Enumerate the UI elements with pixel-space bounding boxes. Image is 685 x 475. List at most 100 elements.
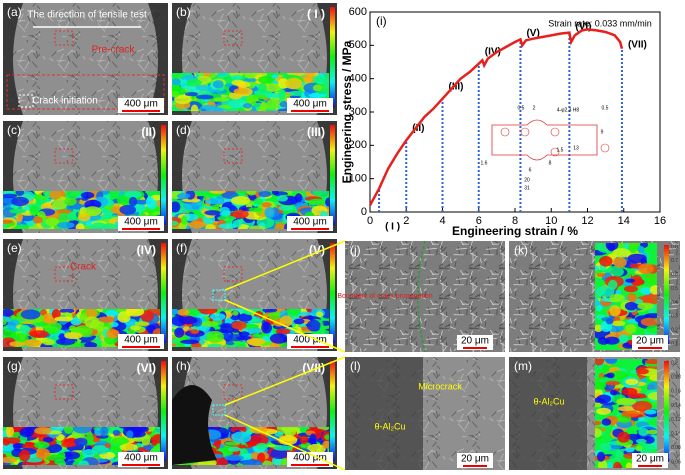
strain-blob	[84, 199, 102, 209]
strain-blob	[266, 435, 280, 441]
strain-blob	[625, 323, 637, 334]
pre-crack-box	[54, 266, 74, 282]
specimen-hole	[550, 127, 560, 137]
annotation: θ-Al₂Cu	[374, 421, 405, 431]
strain-blob	[231, 320, 247, 330]
strain-blob	[3, 437, 21, 444]
strain-blob	[276, 195, 288, 202]
y-tick-label: 600	[349, 6, 367, 18]
pre-crack-box	[54, 384, 74, 400]
colorbar-tick-label: 0.08	[671, 445, 681, 451]
strain-blob	[72, 427, 93, 434]
colorbar	[161, 125, 166, 225]
stage-label: (II)	[141, 125, 156, 139]
panel-label: (m)	[514, 359, 532, 373]
scale-bar-box	[118, 452, 164, 467]
strain-blob	[617, 406, 636, 412]
strain-blob	[89, 320, 105, 328]
strain-blob	[15, 191, 25, 196]
strain-blob	[112, 429, 121, 436]
strain-blob	[84, 342, 98, 347]
colorbar-tick-label: 0.5	[671, 286, 678, 292]
pre-crack-box	[54, 148, 74, 164]
strain-blob	[647, 392, 657, 401]
strain-blob	[19, 427, 34, 438]
specimen-label: 6	[529, 167, 532, 173]
strain-blob	[119, 204, 137, 215]
strain-blob	[599, 442, 612, 452]
strain-blob	[309, 433, 317, 445]
strain-blob	[184, 92, 200, 97]
specimen-label: 20	[524, 177, 530, 183]
x-tick-label: 0	[367, 215, 373, 227]
scale-bar-box	[118, 98, 164, 113]
strain-blob	[133, 436, 144, 442]
strain-blob	[75, 223, 85, 229]
strain-blob	[104, 442, 111, 448]
specimen-label: 13	[573, 145, 579, 151]
scale-bar-label: 400 μm	[124, 99, 158, 110]
strain-blob	[205, 198, 222, 205]
strain-blob	[34, 441, 50, 449]
strain-blob	[294, 193, 303, 203]
micrograph	[3, 3, 168, 115]
y-tick-label: 300	[349, 106, 367, 118]
strain-blob	[606, 372, 615, 379]
panel-label: (l)	[350, 359, 361, 373]
strain-blob	[595, 265, 600, 271]
strain-blob	[285, 77, 303, 90]
strain-blob	[174, 94, 192, 105]
strain-blob	[604, 336, 620, 345]
stress-strain-curve	[368, 28, 624, 206]
scale-bar-box	[118, 216, 164, 231]
annotation: Crack	[70, 262, 97, 273]
strain-blob	[213, 97, 230, 102]
strain-blob	[91, 445, 110, 455]
colorbar-tick-label: 0.1	[671, 341, 678, 347]
strain-blob	[145, 196, 155, 208]
strain-blob	[141, 435, 151, 447]
x-tick-label: 6	[476, 215, 482, 227]
strain-blob	[266, 98, 279, 110]
strain-blob	[189, 329, 200, 335]
strain-blob	[126, 430, 134, 439]
strain-blob	[3, 193, 18, 199]
strain-blob	[316, 311, 324, 318]
x-tick-label: 4	[439, 215, 445, 227]
panel-label: (b)	[176, 5, 191, 19]
strain-blob	[609, 305, 621, 317]
strain-blob	[119, 443, 138, 451]
strain-blob	[286, 309, 302, 316]
strain-blob	[83, 206, 102, 217]
strain-blob	[210, 313, 226, 321]
strain-blob	[9, 341, 25, 347]
strain-blob	[308, 198, 328, 206]
stage-label: (V)	[526, 28, 539, 39]
strain-blob	[51, 200, 68, 210]
strain-blob	[232, 220, 242, 228]
strain-blob	[20, 309, 41, 320]
strain-blob	[212, 80, 224, 89]
strain-blob	[129, 427, 149, 433]
strain-blob	[595, 397, 603, 403]
strain-blob	[621, 387, 638, 396]
strain-blob	[595, 359, 605, 366]
strain-blob	[245, 441, 258, 447]
strain-blob	[608, 454, 622, 464]
scale-bar-box	[287, 334, 333, 349]
stage-label: (VI)	[575, 21, 591, 32]
strain-blob	[106, 329, 120, 339]
strain-blob	[625, 462, 633, 468]
pre-crack-box	[223, 384, 243, 400]
strain-blob	[595, 428, 602, 438]
strain-blob	[264, 83, 282, 92]
strain-blob	[271, 74, 279, 79]
annotation: θ-Al₂Cu	[533, 396, 564, 406]
panel-label: (f)	[176, 241, 187, 255]
strain-blob	[3, 456, 17, 464]
scale-bar-box	[287, 452, 333, 467]
strain-blob	[172, 338, 180, 344]
strain-blob	[610, 370, 629, 380]
strain-blob	[64, 197, 77, 206]
strain-blob	[207, 343, 223, 347]
